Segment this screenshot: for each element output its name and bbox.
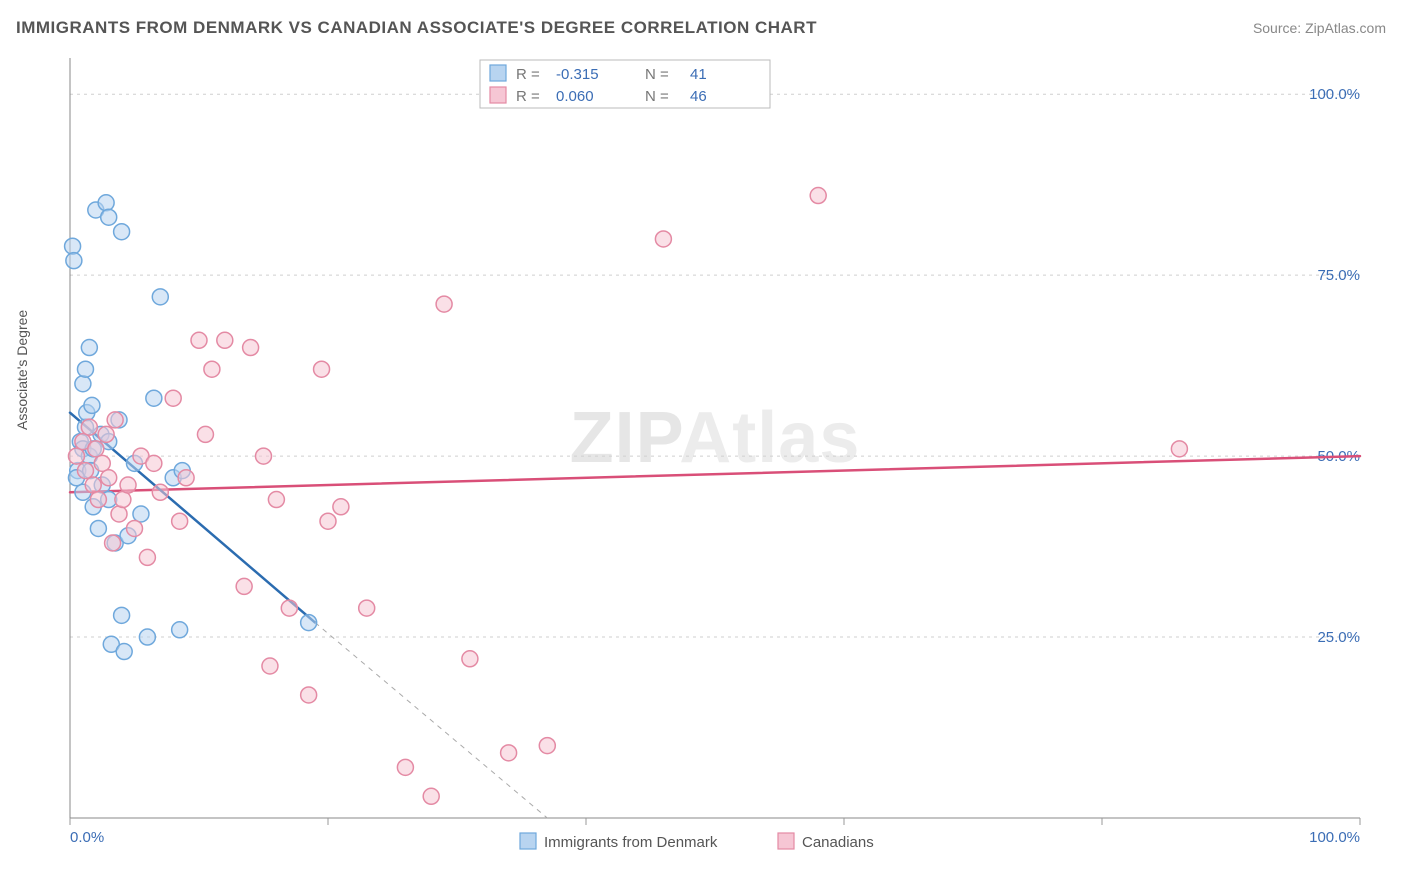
svg-text:75.0%: 75.0% (1317, 267, 1360, 284)
svg-text:0.0%: 0.0% (70, 829, 104, 846)
svg-text:46: 46 (690, 88, 707, 105)
svg-text:Immigrants from Denmark: Immigrants from Denmark (544, 834, 718, 851)
svg-text:R =: R = (516, 66, 540, 83)
svg-text:N =: N = (645, 88, 669, 105)
scatter-chart: ZIPAtlas25.0%50.0%75.0%100.0%0.0%100.0%R… (50, 58, 1380, 878)
chart-container: ZIPAtlas25.0%50.0%75.0%100.0%0.0%100.0%R… (50, 58, 1380, 838)
svg-text:100.0%: 100.0% (1309, 86, 1360, 103)
svg-text:ZIPAtlas: ZIPAtlas (570, 398, 861, 478)
source-link[interactable]: ZipAtlas.com (1305, 20, 1386, 36)
svg-text:-0.315: -0.315 (556, 66, 599, 83)
svg-text:25.0%: 25.0% (1317, 629, 1360, 646)
svg-text:N =: N = (645, 66, 669, 83)
svg-text:R =: R = (516, 88, 540, 105)
svg-text:100.0%: 100.0% (1309, 829, 1360, 846)
source-prefix: Source: (1253, 20, 1305, 36)
source-attribution: Source: ZipAtlas.com (1253, 20, 1386, 36)
svg-text:Canadians: Canadians (802, 834, 874, 851)
svg-text:0.060: 0.060 (556, 88, 594, 105)
y-axis-label: Associate's Degree (14, 310, 30, 430)
svg-text:41: 41 (690, 66, 707, 83)
chart-title: IMMIGRANTS FROM DENMARK VS CANADIAN ASSO… (16, 18, 817, 38)
